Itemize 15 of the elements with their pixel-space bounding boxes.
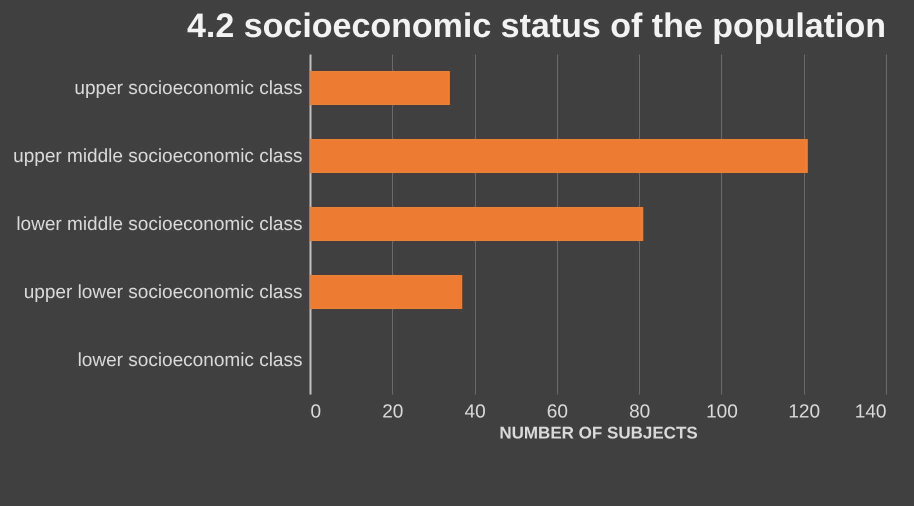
x-tick-label: 20 <box>382 402 404 422</box>
x-tick-label: 40 <box>464 402 486 422</box>
x-tick-label: 80 <box>629 402 650 422</box>
y-tick-label: upper socioeconomic class <box>74 78 302 99</box>
x-tick-label: 140 <box>854 402 886 422</box>
y-tick-label: upper lower socioeconomic class <box>24 282 302 303</box>
x-tick-label: 0 <box>310 402 322 422</box>
chart-title: 4.2 socioeconomic status of the population <box>187 7 886 45</box>
x-tick-label: 120 <box>788 402 820 422</box>
x-axis-title: NUMBER OF SUBJECTS <box>499 424 698 442</box>
x-tick-label: 60 <box>546 402 568 422</box>
x-tick-label: 100 <box>706 402 738 422</box>
y-tick-label: lower middle socioeconomic class <box>16 214 302 235</box>
y-tick-label: lower socioeconomic class <box>78 350 302 371</box>
y-tick-label: upper middle socioeconomic class <box>13 146 302 167</box>
